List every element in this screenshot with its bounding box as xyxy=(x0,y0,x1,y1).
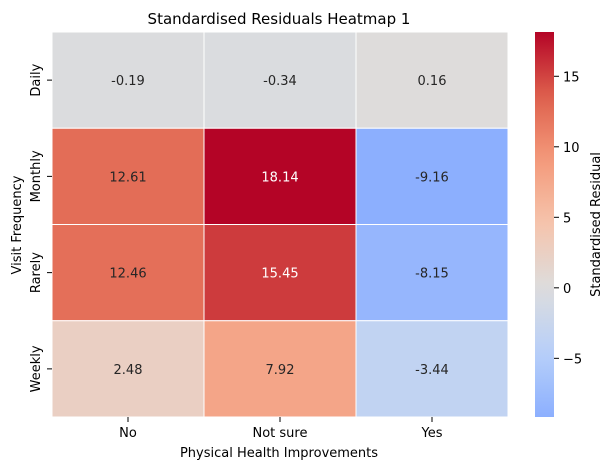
x-axis-label: Physical Health Improvements xyxy=(180,446,378,461)
heatmap-cells xyxy=(51,31,509,418)
cell-value-label: -0.34 xyxy=(263,74,297,89)
heatmap-cell xyxy=(203,31,357,129)
cell-value-label: 15.45 xyxy=(261,267,298,282)
cell-value-label: -0.19 xyxy=(111,74,145,89)
x-axis-ticks: No Not sure Yes xyxy=(119,417,443,441)
heatmap-cell xyxy=(203,127,357,225)
y-axis-ticks: Daily Monthly Rarely Weekly xyxy=(29,63,52,392)
x-tick-label: Not sure xyxy=(253,426,308,441)
heatmap-cell xyxy=(51,320,205,418)
colorbar xyxy=(535,32,554,417)
heatmap-cell xyxy=(51,31,205,129)
cell-value-label: 7.92 xyxy=(266,363,295,378)
chart-title: Standardised Residuals Heatmap 1 xyxy=(148,10,411,28)
y-tick-label: Rarely xyxy=(29,252,44,293)
cell-value-label: 2.48 xyxy=(114,363,143,378)
colorbar-label: Standardised Residual xyxy=(589,152,604,297)
heatmap-cell-labels: -0.19 -0.34 0.16 12.61 18.14 -9.16 12.46 15.45 -… xyxy=(109,74,448,378)
cell-value-label: 0.16 xyxy=(418,74,447,89)
y-tick-label: Weekly xyxy=(29,345,44,392)
y-tick-label: Monthly xyxy=(29,150,44,202)
y-tick-label: Daily xyxy=(29,63,44,96)
x-tick-label: No xyxy=(119,426,137,441)
heatmap-cell xyxy=(355,127,509,225)
heatmap-cell xyxy=(51,127,205,225)
x-tick-label: Yes xyxy=(421,426,443,441)
cell-value-label: -9.16 xyxy=(415,170,449,185)
colorbar-tick-label: 0 xyxy=(563,282,571,297)
cell-value-label: 12.46 xyxy=(109,267,146,282)
heatmap-cell xyxy=(355,31,509,129)
colorbar-ticks: −5 0 5 10 15 xyxy=(554,70,582,367)
y-axis-label: Visit Frequency xyxy=(10,175,25,274)
colorbar-tick-label: −5 xyxy=(563,352,582,367)
cell-value-label: -8.15 xyxy=(415,267,449,282)
colorbar-tick-label: 5 xyxy=(563,211,571,226)
cell-value-label: 12.61 xyxy=(109,170,146,185)
colorbar-tick-label: 10 xyxy=(563,141,580,156)
cell-value-label: -3.44 xyxy=(415,363,449,378)
heatmap-cell xyxy=(203,224,357,322)
heatmap-cell xyxy=(355,320,509,418)
cell-value-label: 18.14 xyxy=(261,170,298,185)
colorbar-tick-label: 15 xyxy=(563,70,580,85)
